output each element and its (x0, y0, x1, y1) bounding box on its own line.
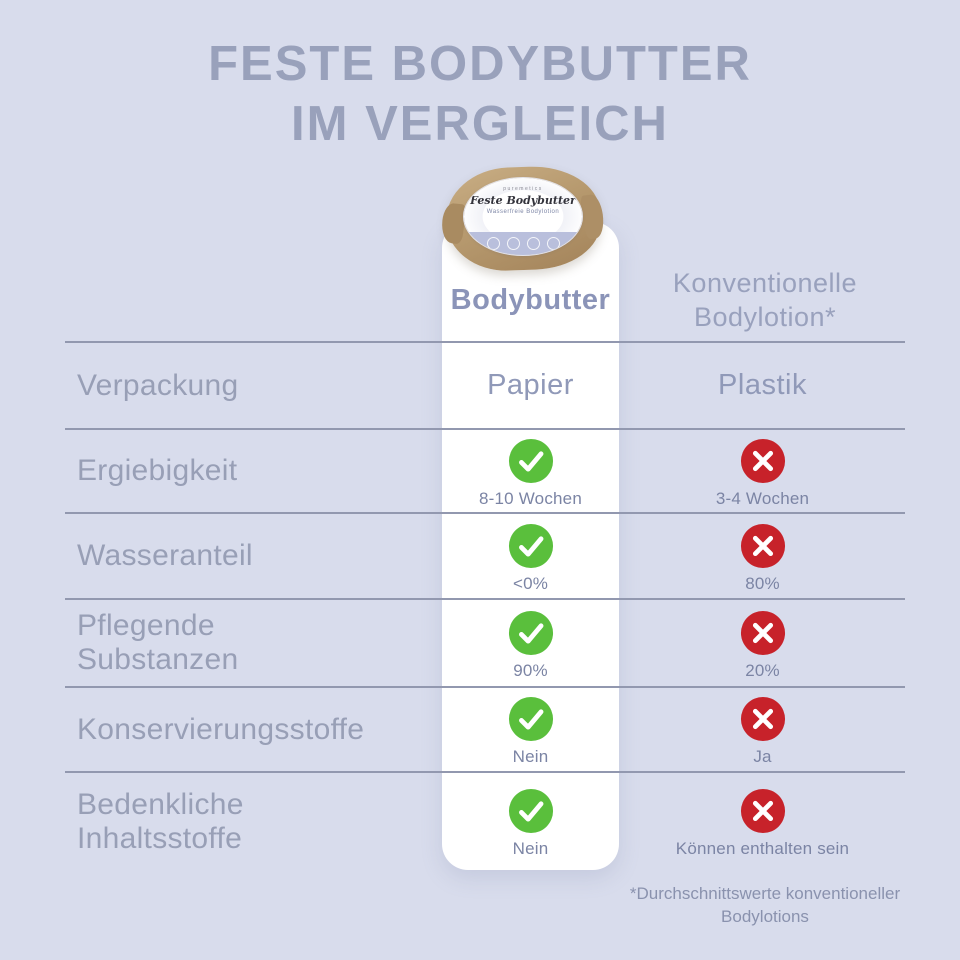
product-brand: puremetics (503, 186, 543, 192)
label-badge-icon (486, 237, 500, 250)
column-header-conventional-line2: Bodylotion* (693, 302, 837, 332)
cell-content: Können enthalten sein (620, 773, 905, 870)
cell-content: Nein (442, 773, 619, 870)
label-badge-icon (546, 237, 560, 250)
cell-caption: <0% (512, 573, 549, 593)
product-photo: puremetics Feste Bodybutter Wasserfreie … (444, 164, 602, 273)
cell-conventional: Ja (620, 688, 905, 771)
product-label-band (464, 232, 582, 255)
row-label: Ergiebigkeit (77, 454, 237, 488)
footnote: *Durchschnittswerte konventioneller Body… (563, 882, 960, 928)
cell-value: Plastik (718, 369, 807, 401)
cell-conventional: 80% (620, 514, 905, 598)
cross-icon (740, 696, 785, 742)
cell-value: Papier (487, 369, 574, 401)
column-header-conventional: Konventionelle Bodylotion* (615, 266, 915, 334)
row-label-line1: Konservierungsstoffe (77, 712, 365, 746)
cell-caption: Nein (512, 839, 549, 858)
table-row-konservierungsstoffe: Konservierungsstoffe Nein Ja (65, 686, 905, 771)
page-title-line1: FESTE BODYBUTTER (208, 37, 752, 91)
cross-icon (740, 610, 785, 655)
cell-caption: 90% (513, 660, 548, 680)
label-badge-icon (506, 237, 520, 250)
cell-content: 3-4 Wochen (620, 430, 905, 512)
cell-content: 80% (620, 514, 905, 598)
cell-content: Ja (620, 688, 905, 771)
cross-icon (740, 523, 785, 568)
cross-icon (740, 788, 785, 834)
comparison-table: Verpackung Papier Plastik Ergiebigkeit 8… (65, 341, 905, 870)
footnote-line1: *Durchschnittswerte konventioneller (629, 884, 901, 903)
row-label: Pflegende Substanzen (77, 609, 238, 677)
cell-caption: 20% (745, 660, 780, 680)
table-row-wasseranteil: Wasseranteil <0% 80% (65, 512, 905, 598)
footnote-line2: Bodylotions (721, 907, 809, 926)
cell-caption: 3-4 Wochen (715, 488, 810, 508)
cell-bodybutter: Nein (442, 773, 619, 870)
row-label-line2: Inhaltsstoffe (77, 821, 243, 855)
check-icon (508, 696, 553, 742)
row-label: Konservierungsstoffe (77, 713, 364, 747)
row-label-line1: Wasseranteil (77, 539, 253, 572)
cell-content: 20% (620, 600, 905, 686)
cell-conventional: Können enthalten sein (620, 773, 905, 870)
cell-conventional: 3-4 Wochen (620, 430, 905, 512)
cell-caption: 80% (745, 573, 780, 593)
cross-icon (740, 438, 785, 483)
cell-bodybutter: 8-10 Wochen (442, 430, 619, 512)
cell-content: 8-10 Wochen (442, 430, 619, 512)
row-label: Bedenkliche Inhaltsstoffe (77, 788, 244, 856)
cell-bodybutter: Nein (442, 688, 619, 771)
cell-content: 90% (442, 600, 619, 686)
check-icon (508, 788, 553, 834)
row-label-line1: Ergiebigkeit (77, 454, 238, 487)
check-icon (508, 523, 553, 568)
cell-content: <0% (442, 514, 619, 598)
product-label: puremetics Feste Bodybutter Wasserfreie … (464, 178, 582, 255)
cell-content: Nein (442, 688, 619, 771)
cell-conventional: 20% (620, 600, 905, 686)
page-title-line2: IM VERGLEICH (291, 97, 669, 151)
cell-bodybutter: 90% (442, 600, 619, 686)
row-label-line1: Pflegende (77, 609, 215, 642)
cell-conventional: Plastik (620, 343, 905, 428)
cell-caption: Ja (753, 747, 772, 766)
row-label-line1: Verpackung (77, 368, 239, 402)
cell-caption: Können enthalten sein (675, 839, 850, 858)
cell-bodybutter: Papier (442, 343, 619, 428)
table-row-pflegende-substanzen: Pflegende Substanzen 90% 20% (65, 598, 905, 686)
cell-caption: 8-10 Wochen (478, 488, 582, 508)
table-row-ergiebigkeit: Ergiebigkeit 8-10 Wochen 3-4 Wochen (65, 428, 905, 512)
page-title: FESTE BODYBUTTER IM VERGLEICH (0, 34, 960, 154)
column-header-bodybutter: Bodybutter (450, 284, 611, 316)
product-subtitle: Wasserfreie Bodylotion (486, 209, 560, 215)
check-icon (508, 438, 553, 483)
row-label-line2: Substanzen (77, 643, 239, 676)
table-row-verpackung: Verpackung Papier Plastik (65, 341, 905, 428)
check-icon (508, 610, 553, 655)
product-name: Feste Bodybutter (470, 194, 576, 207)
label-badge-icon (526, 237, 540, 250)
table-row-bedenkliche-inhaltsstoffe: Bedenkliche Inhaltsstoffe Nein Können en… (65, 771, 905, 870)
row-label: Verpackung (77, 369, 238, 403)
row-label-line1: Bedenkliche (77, 787, 244, 821)
row-label: Wasseranteil (77, 539, 253, 573)
cell-bodybutter: <0% (442, 514, 619, 598)
column-header-conventional-line1: Konventionelle (672, 268, 858, 298)
cell-caption: Nein (512, 747, 549, 766)
